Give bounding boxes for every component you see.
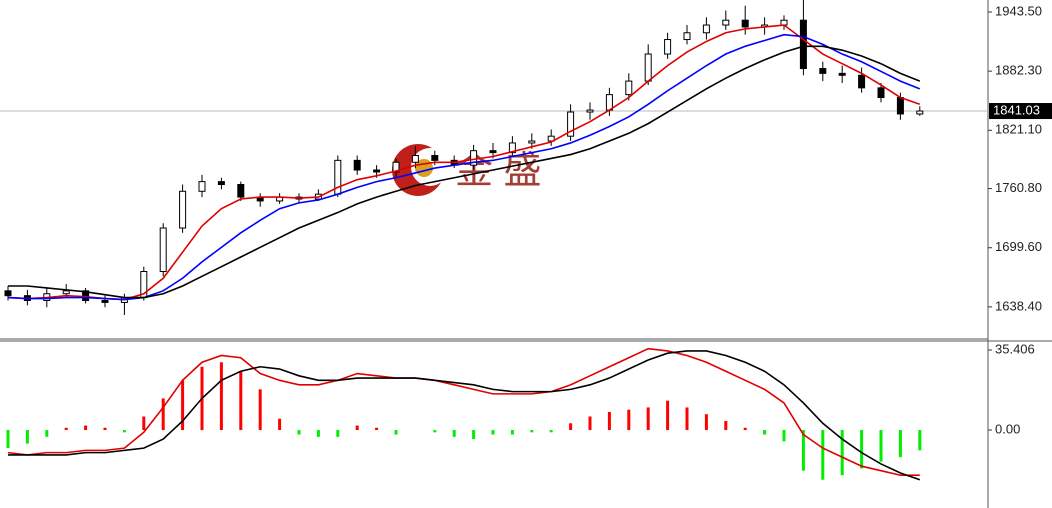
candle-body xyxy=(644,53,652,82)
candle-body xyxy=(547,135,555,142)
candle-body xyxy=(799,19,807,70)
candle-body xyxy=(392,161,400,173)
candle-body xyxy=(159,227,167,273)
candle-body xyxy=(101,299,109,303)
y-tick-label: 1882.30 xyxy=(995,63,1042,78)
candle-body xyxy=(683,32,691,41)
candle-body xyxy=(858,74,866,89)
candle-body xyxy=(664,39,672,55)
candle-body xyxy=(179,190,187,229)
candle-body xyxy=(411,155,419,163)
y-tick-label: 0.00 xyxy=(995,421,1020,436)
candle-body xyxy=(567,111,575,137)
y-tick-label: 1699.60 xyxy=(995,239,1042,254)
candle-body xyxy=(702,24,710,34)
candle-body xyxy=(431,155,439,161)
candle-body xyxy=(625,80,633,96)
last-price-label: 1841.03 xyxy=(993,102,1040,117)
y-tick-label: 1638.40 xyxy=(995,298,1042,313)
indicator-line xyxy=(7,33,921,301)
candle-body xyxy=(896,97,904,115)
last-price-box xyxy=(989,103,1052,120)
candle-body xyxy=(819,68,827,74)
candle-body xyxy=(838,72,846,76)
candle-body xyxy=(586,109,594,113)
candle-body xyxy=(741,19,749,28)
candle-body xyxy=(508,142,516,154)
indicator-line xyxy=(7,24,921,301)
candle-body xyxy=(4,290,12,297)
indicator-line xyxy=(7,347,920,477)
candle-body xyxy=(373,169,381,173)
y-tick-label: 1943.50 xyxy=(995,3,1042,18)
candle-body xyxy=(62,290,70,295)
candle-body xyxy=(82,290,90,301)
candle-body xyxy=(489,150,497,154)
indicator-line xyxy=(8,350,921,481)
y-tick-label: 35.406 xyxy=(995,341,1035,356)
candle-body xyxy=(605,94,613,111)
candle-body xyxy=(916,110,924,115)
candle-body xyxy=(470,150,478,166)
candle-body xyxy=(722,19,730,26)
watermark: 金 盛 xyxy=(455,150,542,192)
candle-body xyxy=(217,181,225,186)
candle-body xyxy=(237,184,245,198)
y-tick-label: 1760.80 xyxy=(995,180,1042,195)
candle-body xyxy=(877,87,885,99)
candle-body xyxy=(353,159,361,171)
y-tick-label: 1821.10 xyxy=(995,122,1042,137)
candle-body xyxy=(198,181,206,192)
candle-body xyxy=(528,140,536,144)
indicator-line xyxy=(8,45,921,299)
